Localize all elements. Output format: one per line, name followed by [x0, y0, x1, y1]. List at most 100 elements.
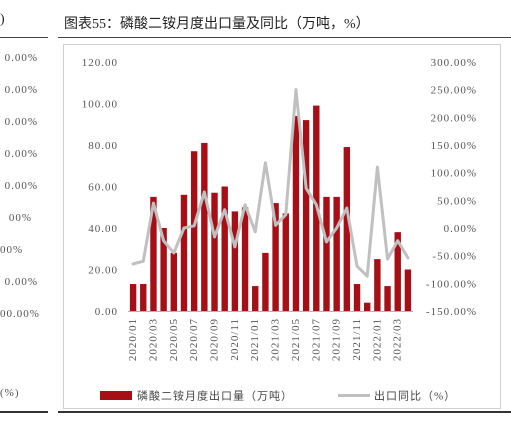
x-tick-label: 2022/03 [392, 318, 404, 361]
yoy-point [345, 206, 349, 210]
x-tick-label: 2021/01 [249, 318, 261, 361]
bar-series [129, 105, 412, 312]
previous-figure-tick-label: 00% [0, 244, 24, 256]
y-right-tick-label: -100.00% [426, 278, 477, 290]
y-left-tick-label: 0.00 [95, 306, 118, 318]
yoy-point [131, 262, 135, 266]
previous-figure-tick-label: 0.00% [4, 180, 38, 192]
previous-figure-bottom-rule [0, 411, 48, 413]
export-volume-bar [364, 302, 371, 311]
yoy-point [304, 186, 308, 190]
yoy-point [294, 88, 298, 92]
yoy-point [152, 201, 155, 205]
yoy-point [141, 259, 145, 263]
legend-line-label: 出口同比（%） [374, 389, 456, 403]
x-tick-label: 2021/03 [270, 318, 282, 361]
y-right-tick-label: 200.00% [431, 112, 477, 124]
previous-figure-tick-label: 0.00% [4, 84, 38, 96]
export-volume-bar [160, 228, 167, 311]
export-volume-bar [272, 203, 279, 311]
export-volume-bar [404, 269, 412, 311]
export-volume-bar [150, 196, 157, 312]
previous-figure-tick-label: 0.00% [4, 276, 38, 288]
export-volume-bar [262, 252, 269, 311]
yoy-point [335, 226, 339, 230]
export-volume-bar [343, 147, 351, 311]
yoy-point [182, 226, 186, 230]
yoy-point [365, 274, 369, 278]
previous-figure-title-fragment: ) [0, 12, 5, 27]
y-right-tick-label: 150.00% [431, 140, 477, 152]
export-volume-bar [170, 252, 177, 311]
legend-bar-label: 磷酸二铵月度出口量（万吨） [137, 389, 293, 403]
y-right-tick-label: 250.00% [431, 85, 477, 97]
y-right-tick-label: 100.00% [431, 168, 477, 180]
x-tick-label: 2020/03 [147, 318, 159, 361]
x-tick-label: 2020/07 [188, 318, 200, 361]
export-volume-bar [394, 232, 401, 311]
yoy-point [192, 224, 196, 228]
y-right-tick-label: 300.00% [431, 57, 477, 69]
yoy-point [325, 240, 328, 244]
y-right-tick-label: -150.00% [426, 306, 477, 318]
yoy-point [274, 223, 277, 227]
yoy-point [223, 208, 227, 212]
previous-figure-unit-label: (%) [0, 387, 20, 399]
y-left-axis: 0.00 20.00 40.00 60.00 80.00 100.00 120.00 [82, 57, 118, 318]
export-volume-bar [353, 284, 361, 311]
y-left-tick-label: 60.00 [88, 182, 118, 194]
previous-figure-axis-labels: 0.00% 0.00% 0.00% 0.00% 0.00% 00% 00% 0.… [0, 50, 40, 338]
y-right-tick-label: -50.00% [432, 251, 477, 263]
export-volume-bar [180, 194, 188, 311]
yoy-point [355, 264, 359, 268]
y-left-tick-label: 100.00 [82, 99, 118, 111]
export-volume-bar [323, 196, 330, 312]
previous-figure-tick-label: 0.00% [4, 52, 38, 64]
export-volume-bar [201, 142, 208, 311]
yoy-point [264, 161, 267, 165]
y-right-tick-label: 0.00% [444, 223, 477, 235]
previous-figure-fragment: ) 0.00% 0.00% 0.00% 0.00% 0.00% 00% 00% … [0, 0, 48, 425]
yoy-point [253, 230, 257, 234]
x-tick-label: 2021/11 [351, 318, 363, 361]
export-volume-bar [221, 186, 228, 311]
x-tick-label: 2021/07 [310, 318, 322, 361]
y-left-tick-label: 120.00 [82, 57, 118, 69]
yoy-point [233, 245, 237, 249]
line-series [131, 88, 410, 278]
export-volume-bar [129, 284, 137, 311]
x-tick-label: 2020/09 [209, 318, 221, 361]
export-volume-bar [252, 286, 259, 311]
previous-figure-tick-label: 0.00% [4, 148, 38, 160]
yoy-series-line [131, 88, 410, 278]
x-tick-label: 2020/01 [127, 318, 139, 361]
yoy-point [375, 165, 379, 169]
x-tick-label: 2022/01 [371, 318, 383, 361]
previous-figure-tick-label: 0.00% [4, 116, 38, 128]
yoy-point [202, 190, 206, 194]
chart-frame [63, 44, 501, 409]
export-volume-bar [374, 259, 381, 312]
export-volume-bar [302, 120, 310, 311]
export-volume-bar [241, 207, 249, 311]
export-volume-bar [211, 192, 218, 311]
x-tick-label: 2021/09 [331, 318, 343, 361]
figure-title: 图表55：磷酸二铵月度出口量及同比（万吨，%） [64, 16, 370, 32]
x-tick-label: 2020/05 [168, 318, 180, 361]
legend: 磷酸二铵月度出口量（万吨） 出口同比（%） [100, 389, 456, 403]
y-left-tick-label: 80.00 [88, 140, 118, 152]
yoy-point [386, 257, 389, 261]
export-volume-bar [292, 115, 300, 311]
previous-figure-tick-label: 00.00% [0, 308, 40, 320]
y-left-tick-label: 40.00 [88, 223, 118, 235]
export-volume-bar [140, 284, 147, 311]
previous-figure-tick-label: 00% [8, 212, 32, 224]
yoy-point [243, 203, 247, 207]
yoy-point [314, 203, 318, 207]
y-right-axis: -150.00% -100.00% -50.00% 0.00% 50.00% 100.00… [426, 57, 477, 318]
yoy-point [396, 239, 400, 243]
yoy-point [284, 213, 288, 217]
x-tick-label: 2020/11 [229, 318, 241, 361]
previous-figure-title-rule [0, 37, 48, 38]
